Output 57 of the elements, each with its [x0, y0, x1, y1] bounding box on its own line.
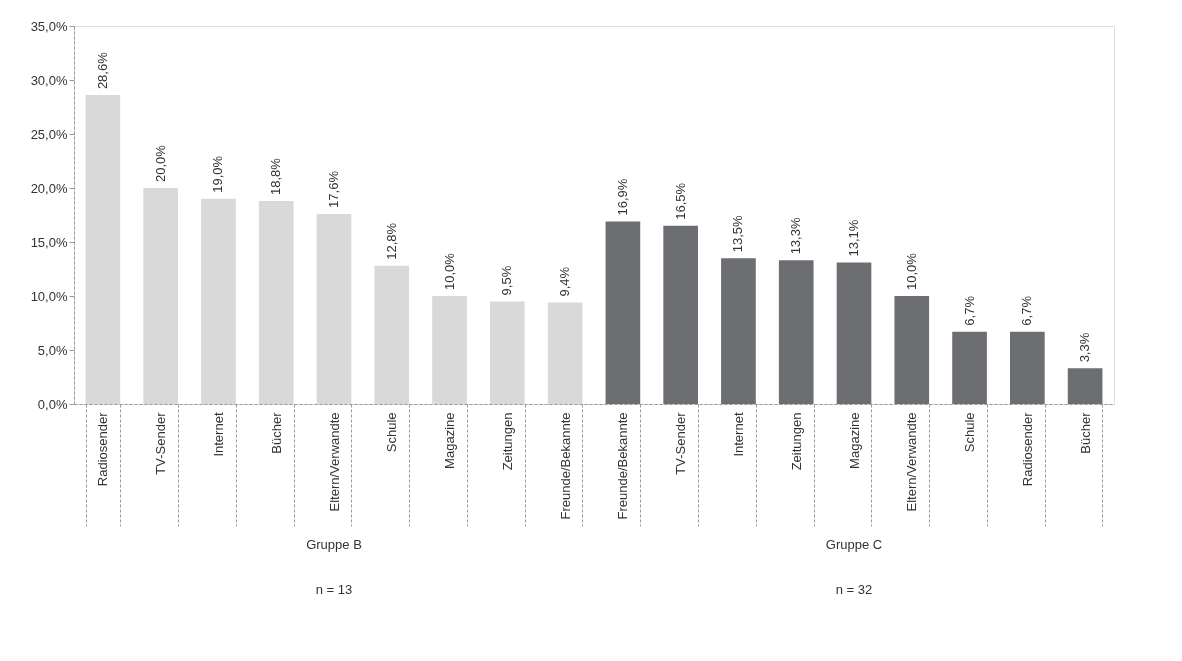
data-label: 16,9%	[614, 178, 630, 216]
data-label: 6,7%	[1019, 295, 1035, 326]
data-label: 13,5%	[730, 214, 746, 253]
y-tick-label: 20,0%	[30, 180, 68, 196]
data-label: 9,5%	[499, 265, 515, 296]
bar	[1010, 331, 1045, 404]
x-tick-label: Schule	[962, 412, 978, 453]
text: n = 32	[835, 582, 873, 597]
x-tick-label: Zeitungen	[499, 412, 515, 471]
data-label: 28,6%	[94, 51, 110, 90]
bar	[605, 221, 641, 404]
data-label: 6,7%	[961, 295, 977, 326]
x-tick-label: Radiosender	[1019, 411, 1035, 487]
data-label: 16,5%	[672, 182, 688, 220]
bar	[778, 260, 814, 404]
bar	[1067, 368, 1103, 404]
y-tick-label: 0,0%	[37, 396, 68, 412]
x-tick-label: Radiosender	[95, 411, 111, 487]
data-label: 3,3%	[1077, 332, 1093, 363]
text: Gruppe C	[825, 537, 883, 552]
bar	[894, 296, 930, 404]
text: Gruppe B	[306, 537, 362, 552]
y-tick-label: 25,0%	[30, 126, 68, 142]
x-tick-label: Internet	[210, 412, 226, 457]
x-tick-label: Eltern/Verwandte	[326, 412, 342, 512]
y-tick-label: 5,0%	[37, 342, 68, 358]
x-tick-label: Schule	[384, 412, 400, 453]
y-tick-label: 10,0%	[30, 288, 68, 304]
bar	[721, 258, 756, 404]
bar	[952, 331, 987, 404]
x-tick-label: Magazine	[442, 412, 458, 469]
x-tick-label: Freunde/Bekannte	[557, 412, 573, 520]
x-tick-label: TV-Sender	[153, 411, 169, 475]
data-label: 13,3%	[788, 217, 804, 255]
y-tick-label: 35,0%	[30, 18, 68, 34]
data-label: 10,0%	[441, 252, 457, 290]
x-tick-label: Zeitungen	[788, 412, 804, 471]
data-label: 13,1%	[846, 219, 861, 257]
x-tick-label: Freunde/Bekannte	[615, 412, 631, 520]
data-label: 10,0%	[903, 252, 919, 290]
data-label: 18,8%	[268, 157, 284, 195]
data-label: 9,4%	[557, 266, 573, 297]
y-tick-label: 15,0%	[30, 234, 68, 250]
y-tick-label: 30,0%	[30, 72, 68, 88]
x-tick-label: Eltern/Verwandte	[904, 412, 920, 512]
x-tick-label: Internet	[730, 412, 746, 457]
x-tick-label: Bücher	[1077, 411, 1093, 454]
x-tick-label: TV-Sender	[673, 411, 689, 475]
x-tick-label: Bücher	[268, 411, 284, 454]
bar	[663, 225, 698, 404]
data-label: 12,8%	[383, 222, 399, 260]
data-label: 17,6%	[326, 170, 341, 208]
data-label: 19,0%	[210, 155, 226, 193]
text: n = 13	[315, 582, 353, 597]
bar	[836, 262, 872, 404]
x-tick-label: Magazine	[846, 412, 862, 469]
data-label: 20,0%	[152, 144, 168, 182]
